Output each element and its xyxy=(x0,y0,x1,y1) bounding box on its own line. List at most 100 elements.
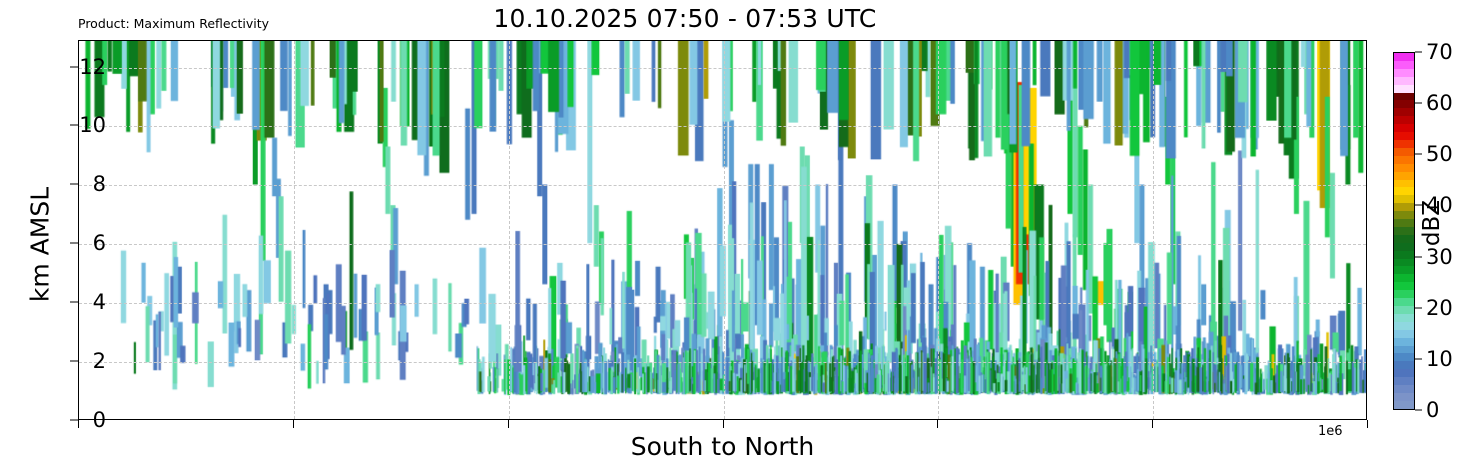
colorbar-tick-label: 30 xyxy=(1426,244,1453,269)
gridline-vertical xyxy=(938,41,940,419)
page-title: 10.10.2025 07:50 - 07:53 UTC xyxy=(493,4,877,33)
colorbar-tick-label: 70 xyxy=(1426,40,1453,64)
colorbar-band xyxy=(1394,60,1414,69)
y-axis-tick-mark xyxy=(70,66,78,67)
gridline-vertical xyxy=(723,41,725,419)
colorbar-tick-label: 0 xyxy=(1426,398,1440,422)
colorbar-band xyxy=(1394,385,1414,393)
y-axis-tick-mark xyxy=(70,124,78,126)
y-axis-tick-label: 12 xyxy=(79,54,106,79)
colorbar-tick-label: 50 xyxy=(1426,142,1453,167)
colorbar-band xyxy=(1394,290,1414,299)
colorbar-band xyxy=(1394,266,1414,275)
colorbar-band xyxy=(1394,163,1414,172)
gridline-horizontal xyxy=(79,362,1366,364)
gridline-vertical xyxy=(293,41,295,419)
colorbar-band xyxy=(1394,234,1414,243)
colorbar-band xyxy=(1394,68,1414,77)
colorbar-tick-mark xyxy=(1415,51,1422,53)
colorbar-band xyxy=(1394,306,1414,314)
x-axis-tick-mark xyxy=(507,420,509,428)
colorbar-band xyxy=(1394,187,1414,196)
gridline-vertical xyxy=(508,41,510,419)
colorbar-band xyxy=(1394,329,1414,338)
y-axis-tick-mark xyxy=(70,360,78,362)
colorbar-band xyxy=(1394,108,1414,117)
colorbar-band xyxy=(1394,274,1414,283)
colorbar-band xyxy=(1394,226,1414,235)
colorbar-band xyxy=(1394,76,1414,85)
colorbar-band xyxy=(1394,250,1414,259)
colorbar-band xyxy=(1394,171,1414,180)
colorbar-band xyxy=(1394,195,1414,204)
colorbar-band xyxy=(1394,258,1414,267)
colorbar-band xyxy=(1394,211,1414,220)
gridline-horizontal xyxy=(79,67,1366,69)
gridline-horizontal xyxy=(79,126,1366,128)
x-axis-tick-mark xyxy=(292,420,294,428)
colorbar-tick-mark xyxy=(1415,204,1422,206)
colorbar-band xyxy=(1394,84,1414,93)
colorbar-tick-mark xyxy=(1415,256,1422,258)
colorbar-band xyxy=(1394,377,1414,386)
y-axis-tick-label: 8 xyxy=(92,172,106,197)
colorbar-band xyxy=(1394,219,1414,227)
colorbar-band xyxy=(1394,298,1414,306)
plot-area[interactable] xyxy=(78,40,1367,420)
y-axis-tick-label: 10 xyxy=(79,113,106,138)
colorbar-tick-label: 20 xyxy=(1426,295,1453,320)
colorbar-tick-mark xyxy=(1415,102,1422,104)
colorbar-band xyxy=(1394,116,1414,125)
x-axis-label: South to North xyxy=(630,432,815,461)
colorbar-label: dBZ xyxy=(1419,199,1445,247)
gridline-vertical xyxy=(1153,41,1155,419)
gridline-horizontal xyxy=(79,303,1366,305)
colorbar-band xyxy=(1394,242,1414,251)
colorbar[interactable] xyxy=(1393,52,1415,410)
x-axis-tick-mark xyxy=(1152,420,1154,428)
colorbar-tick-mark xyxy=(1415,153,1422,155)
colorbar-tick-label: 60 xyxy=(1426,91,1453,116)
colorbar-band xyxy=(1394,100,1414,109)
colorbar-band xyxy=(1394,361,1414,370)
colorbar-band xyxy=(1394,353,1414,362)
colorbar-tick-mark xyxy=(1415,307,1422,309)
x-axis-tick-mark xyxy=(1367,420,1368,428)
x-axis-tick-mark xyxy=(78,420,79,428)
gridline-horizontal xyxy=(79,185,1366,187)
colorbar-band xyxy=(1394,203,1414,212)
colorbar-band xyxy=(1394,155,1414,164)
colorbar-band xyxy=(1394,369,1414,378)
y-axis-tick-label: 4 xyxy=(92,290,106,315)
colorbar-band xyxy=(1394,179,1414,188)
colorbar-band xyxy=(1394,337,1414,346)
product-label: Product: Maximum Reflectivity xyxy=(78,16,270,31)
x-axis-tick-mark xyxy=(722,420,724,428)
colorbar-band xyxy=(1394,400,1414,409)
colorbar-band xyxy=(1394,139,1414,148)
y-axis-tick-label: 0 xyxy=(92,408,106,432)
x-axis-offset-text: 1e6 xyxy=(1318,424,1343,439)
colorbar-band xyxy=(1394,92,1414,101)
y-axis-tick-mark xyxy=(70,419,78,421)
colorbar-band xyxy=(1394,282,1414,291)
colorbar-band xyxy=(1394,345,1414,354)
colorbar-band xyxy=(1394,124,1414,133)
colorbar-band xyxy=(1394,132,1414,140)
colorbar-band xyxy=(1394,321,1414,330)
colorbar-band xyxy=(1394,313,1414,322)
colorbar-band xyxy=(1394,392,1414,401)
x-axis-tick-mark xyxy=(937,420,939,428)
y-axis-tick-label: 2 xyxy=(92,349,106,374)
reflectivity-data-layer xyxy=(79,41,1366,419)
colorbar-tick-mark xyxy=(1415,358,1422,360)
y-axis-tick-mark xyxy=(70,183,78,185)
y-axis-tick-mark xyxy=(70,301,78,303)
y-axis-tick-label: 6 xyxy=(92,231,106,256)
colorbar-band xyxy=(1394,147,1414,156)
gridline-horizontal xyxy=(79,244,1366,246)
colorbar-tick-label: 40 xyxy=(1426,193,1453,218)
colorbar-tick-label: 10 xyxy=(1426,346,1453,371)
colorbar-tick-mark xyxy=(1415,409,1422,411)
